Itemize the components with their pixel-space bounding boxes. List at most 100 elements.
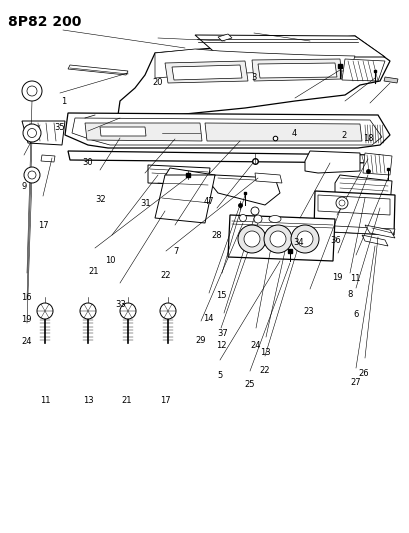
- Text: 29: 29: [195, 336, 206, 344]
- Text: 24: 24: [21, 337, 32, 345]
- Ellipse shape: [269, 215, 281, 222]
- Polygon shape: [210, 175, 280, 205]
- Polygon shape: [68, 65, 128, 75]
- Circle shape: [336, 197, 348, 209]
- Text: 6: 6: [353, 310, 359, 319]
- Text: 33: 33: [115, 301, 126, 309]
- Polygon shape: [65, 113, 390, 148]
- Text: 18: 18: [363, 134, 373, 143]
- Circle shape: [251, 207, 259, 215]
- Polygon shape: [85, 123, 202, 141]
- Text: 28: 28: [211, 231, 222, 240]
- Circle shape: [23, 124, 41, 142]
- Text: 36: 36: [330, 237, 341, 245]
- Polygon shape: [148, 165, 210, 185]
- Polygon shape: [228, 215, 335, 261]
- Polygon shape: [195, 35, 385, 57]
- Text: 3: 3: [251, 73, 256, 82]
- Text: 37: 37: [218, 329, 228, 337]
- Circle shape: [22, 81, 42, 101]
- Text: 22: 22: [160, 271, 171, 280]
- Text: 32: 32: [95, 196, 106, 204]
- Text: 20: 20: [152, 78, 163, 87]
- Polygon shape: [26, 84, 38, 98]
- Polygon shape: [258, 63, 337, 78]
- Text: 19: 19: [332, 273, 343, 281]
- Polygon shape: [363, 153, 392, 175]
- Text: 8: 8: [347, 290, 353, 299]
- Text: 25: 25: [244, 381, 255, 389]
- Text: 7: 7: [173, 247, 179, 256]
- Polygon shape: [118, 36, 390, 123]
- Text: 16: 16: [21, 293, 32, 302]
- Text: 10: 10: [105, 256, 116, 264]
- Text: 30: 30: [83, 158, 93, 167]
- Polygon shape: [100, 127, 146, 136]
- Polygon shape: [41, 155, 55, 162]
- Polygon shape: [218, 34, 232, 41]
- Text: 47: 47: [203, 197, 214, 206]
- Polygon shape: [314, 191, 395, 235]
- Circle shape: [120, 303, 136, 319]
- Circle shape: [297, 231, 313, 247]
- Text: 5: 5: [218, 372, 222, 380]
- Circle shape: [28, 171, 36, 179]
- Circle shape: [80, 303, 96, 319]
- Circle shape: [254, 215, 262, 223]
- Text: 31: 31: [140, 199, 151, 208]
- Circle shape: [24, 167, 40, 183]
- Polygon shape: [165, 168, 215, 183]
- Text: 8P82 200: 8P82 200: [8, 15, 81, 29]
- Text: 24: 24: [250, 341, 261, 350]
- Circle shape: [291, 225, 319, 253]
- Circle shape: [27, 128, 36, 138]
- Text: 19: 19: [21, 316, 32, 324]
- Circle shape: [270, 231, 286, 247]
- Text: 23: 23: [303, 308, 314, 316]
- Polygon shape: [68, 151, 382, 163]
- Text: 9: 9: [21, 182, 26, 191]
- Circle shape: [339, 200, 345, 206]
- Polygon shape: [384, 77, 398, 83]
- Text: 27: 27: [351, 378, 361, 386]
- Text: 35: 35: [54, 124, 65, 132]
- Text: 21: 21: [121, 397, 132, 405]
- Circle shape: [27, 86, 37, 96]
- Circle shape: [264, 225, 292, 253]
- Text: 21: 21: [89, 268, 99, 276]
- Polygon shape: [305, 151, 360, 173]
- Polygon shape: [165, 61, 248, 83]
- Text: 14: 14: [203, 314, 214, 322]
- Polygon shape: [255, 173, 282, 183]
- Text: 17: 17: [160, 397, 171, 405]
- Text: 34: 34: [293, 238, 304, 247]
- Polygon shape: [172, 65, 242, 80]
- Text: 11: 11: [40, 397, 50, 405]
- Polygon shape: [362, 235, 388, 246]
- Polygon shape: [252, 59, 342, 81]
- Circle shape: [160, 303, 176, 319]
- Text: 13: 13: [261, 349, 271, 357]
- Text: 15: 15: [216, 292, 226, 300]
- Circle shape: [37, 303, 53, 319]
- Circle shape: [238, 225, 266, 253]
- Text: 13: 13: [83, 397, 93, 405]
- Circle shape: [240, 214, 247, 222]
- Polygon shape: [313, 225, 395, 235]
- Text: 2: 2: [341, 132, 346, 140]
- Circle shape: [244, 231, 260, 247]
- Polygon shape: [342, 59, 385, 81]
- Text: 12: 12: [216, 341, 226, 350]
- Polygon shape: [155, 49, 355, 78]
- Polygon shape: [205, 123, 362, 141]
- Polygon shape: [155, 175, 215, 223]
- Text: 11: 11: [351, 274, 361, 282]
- Text: 1: 1: [61, 97, 66, 106]
- Polygon shape: [365, 225, 395, 238]
- Polygon shape: [318, 195, 390, 215]
- Polygon shape: [72, 118, 382, 145]
- Text: 17: 17: [38, 222, 48, 230]
- Text: 22: 22: [260, 366, 270, 375]
- Text: 4: 4: [292, 129, 297, 138]
- Text: 26: 26: [359, 369, 369, 377]
